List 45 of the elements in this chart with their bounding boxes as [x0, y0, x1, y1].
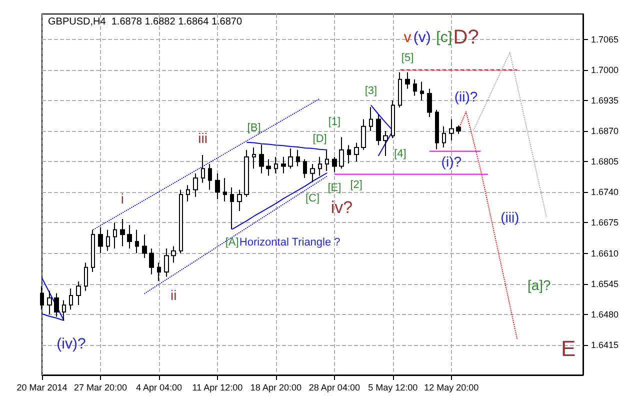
- annotation: iii: [198, 130, 208, 146]
- annotation: [4]: [394, 148, 406, 160]
- y-tick-label: 1.6675: [591, 218, 619, 228]
- x-tick-label: 11 Apr 12:00: [192, 382, 243, 392]
- y-tick-label: 1.6805: [591, 156, 619, 167]
- annotation: (iv)?: [56, 335, 86, 352]
- annotation: (v): [413, 29, 431, 46]
- annotation: ii: [170, 287, 177, 304]
- annotation: [1]: [328, 116, 341, 128]
- y-tick-label: 1.6935: [591, 95, 619, 106]
- annotation: [E]: [328, 182, 342, 194]
- annotation: v: [404, 29, 412, 46]
- x-tick-label: 20 Mar 2014: [16, 382, 68, 392]
- annotation: [c]: [436, 29, 452, 46]
- y-tick-label: 1.6870: [591, 126, 619, 136]
- annotation: iv?: [330, 198, 353, 218]
- y-tick-label: 1.6480: [591, 309, 619, 320]
- x-tick-label: 18 Apr 20:00: [250, 382, 302, 392]
- annotation: [3]: [364, 85, 378, 98]
- y-tick-label: 1.6545: [591, 278, 619, 289]
- annotation: [A]: [225, 236, 239, 248]
- annotation: E: [561, 336, 576, 362]
- y-tick-label: 1.7065: [591, 34, 619, 44]
- x-tick-label: 5 May 12:00: [368, 382, 418, 392]
- annotation: Horizontal Triangle ?: [239, 236, 340, 248]
- annotation: [a]?: [527, 276, 552, 293]
- annotation: [2]: [350, 179, 362, 192]
- annotation: (iii): [500, 209, 520, 226]
- y-tick-label: 1.6740: [591, 187, 619, 198]
- y-tick-label: 1.6610: [591, 248, 619, 258]
- chart-title: GBPUSD,H4 1.6878 1.6882 1.6864 1.6870: [48, 16, 242, 28]
- y-tick-label: 1.7000: [591, 64, 619, 75]
- annotation: D?: [453, 26, 479, 49]
- x-tick-label: 28 Apr 04:00: [308, 382, 360, 392]
- annotation: [5]: [401, 52, 414, 64]
- annotation: [B]: [247, 122, 261, 134]
- x-tick-label: 12 May 20:00: [424, 382, 479, 392]
- x-tick-label: 4 Apr 04:00: [136, 382, 182, 392]
- y-tick-label: 1.6415: [591, 340, 619, 350]
- x-tick-label: 27 Mar 20:00: [74, 382, 128, 392]
- annotation: i: [120, 190, 124, 206]
- annotation: (i)?: [441, 154, 462, 170]
- annotation: (ii)?: [454, 88, 478, 105]
- annotation: [D]: [312, 133, 327, 146]
- annotation: [C]: [305, 192, 320, 204]
